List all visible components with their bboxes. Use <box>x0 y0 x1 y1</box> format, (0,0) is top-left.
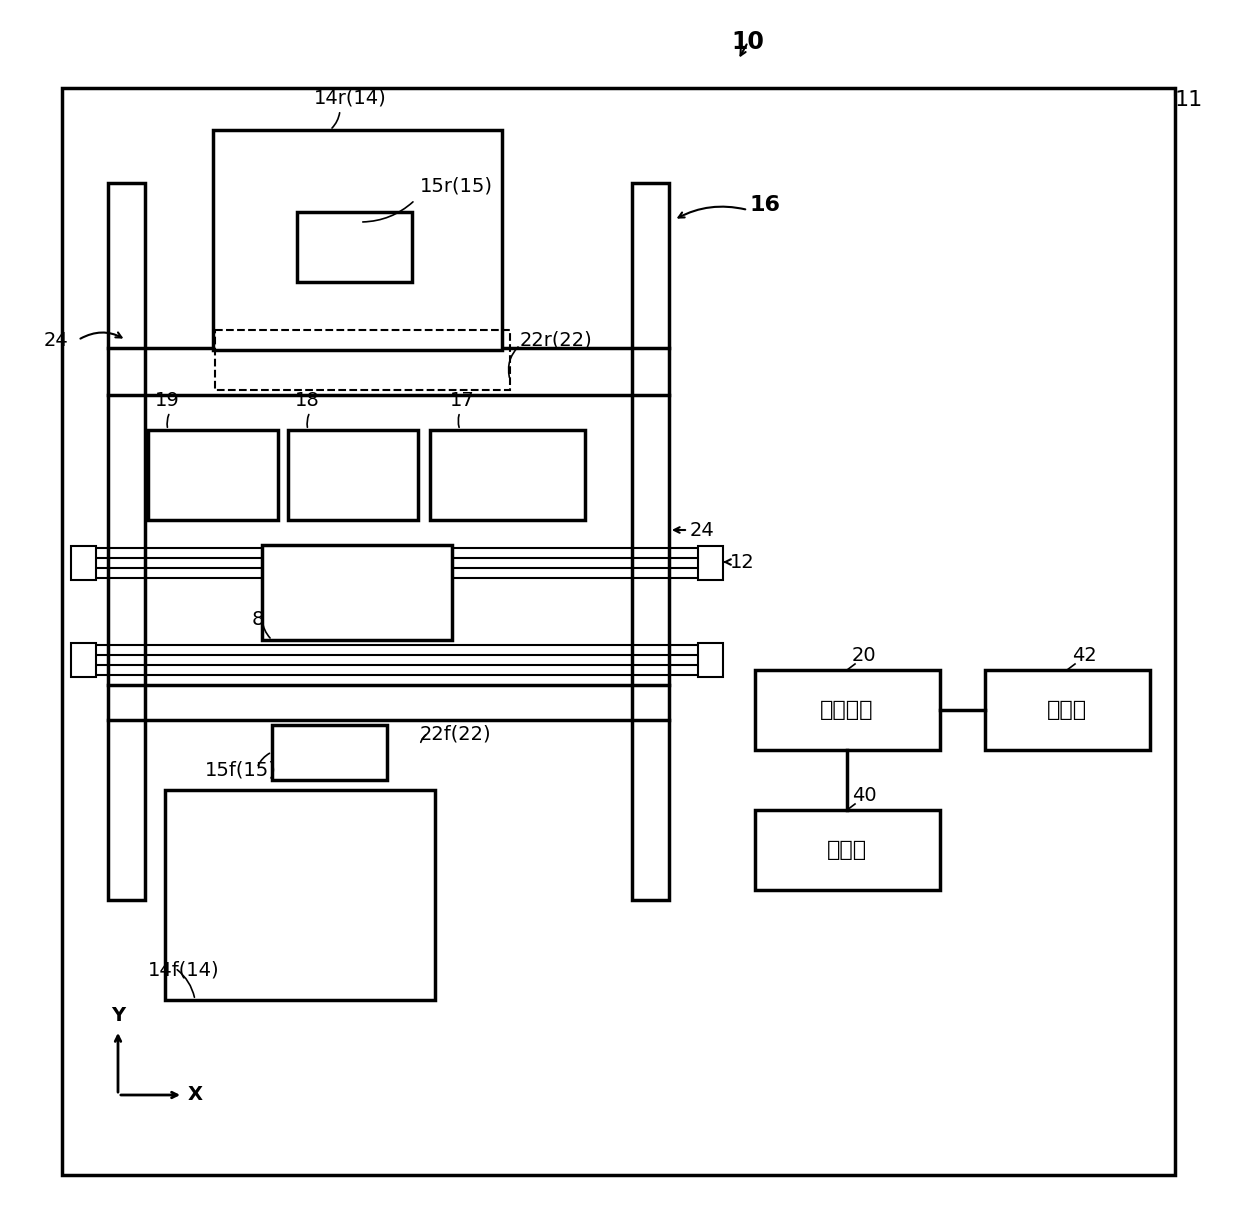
Bar <box>632 183 670 900</box>
Bar <box>698 643 723 677</box>
Text: 24: 24 <box>689 521 714 539</box>
Bar <box>985 670 1149 750</box>
Text: 14r(14): 14r(14) <box>314 89 387 108</box>
Bar <box>108 183 145 900</box>
Text: 15f(15): 15f(15) <box>205 760 277 779</box>
Bar <box>430 430 585 519</box>
Text: 14f(14): 14f(14) <box>148 960 219 979</box>
Bar <box>755 810 940 891</box>
Text: 12: 12 <box>730 552 755 572</box>
Bar <box>272 725 387 780</box>
Bar <box>71 643 95 677</box>
Text: 24: 24 <box>43 331 68 349</box>
Bar <box>698 546 723 579</box>
Bar <box>298 212 412 282</box>
Text: 20: 20 <box>852 646 877 665</box>
Bar <box>755 670 940 750</box>
Text: X: X <box>188 1085 203 1105</box>
Text: 10: 10 <box>732 29 764 54</box>
Text: 11: 11 <box>1176 89 1203 110</box>
Text: 操作部: 操作部 <box>827 840 867 860</box>
Text: 40: 40 <box>852 786 877 805</box>
Bar <box>262 545 453 639</box>
Text: 显示部: 显示部 <box>1047 699 1087 720</box>
Bar <box>71 546 95 579</box>
Bar <box>108 348 670 394</box>
Bar <box>165 790 435 1000</box>
Bar <box>213 130 502 350</box>
Bar <box>108 685 670 720</box>
Text: 16: 16 <box>750 195 781 216</box>
Text: 42: 42 <box>1073 646 1096 665</box>
Bar <box>215 330 510 390</box>
Text: 22f(22): 22f(22) <box>420 725 491 744</box>
Text: Y: Y <box>110 1006 125 1025</box>
Text: 19: 19 <box>155 391 180 410</box>
Text: 17: 17 <box>450 391 475 410</box>
Bar <box>288 430 418 519</box>
Text: 18: 18 <box>295 391 320 410</box>
Text: 控制装置: 控制装置 <box>820 699 874 720</box>
Text: 22r(22): 22r(22) <box>520 330 593 349</box>
Bar <box>148 430 278 519</box>
Text: 8: 8 <box>252 610 264 628</box>
Text: 15r(15): 15r(15) <box>420 176 494 195</box>
Bar <box>62 88 1176 1175</box>
